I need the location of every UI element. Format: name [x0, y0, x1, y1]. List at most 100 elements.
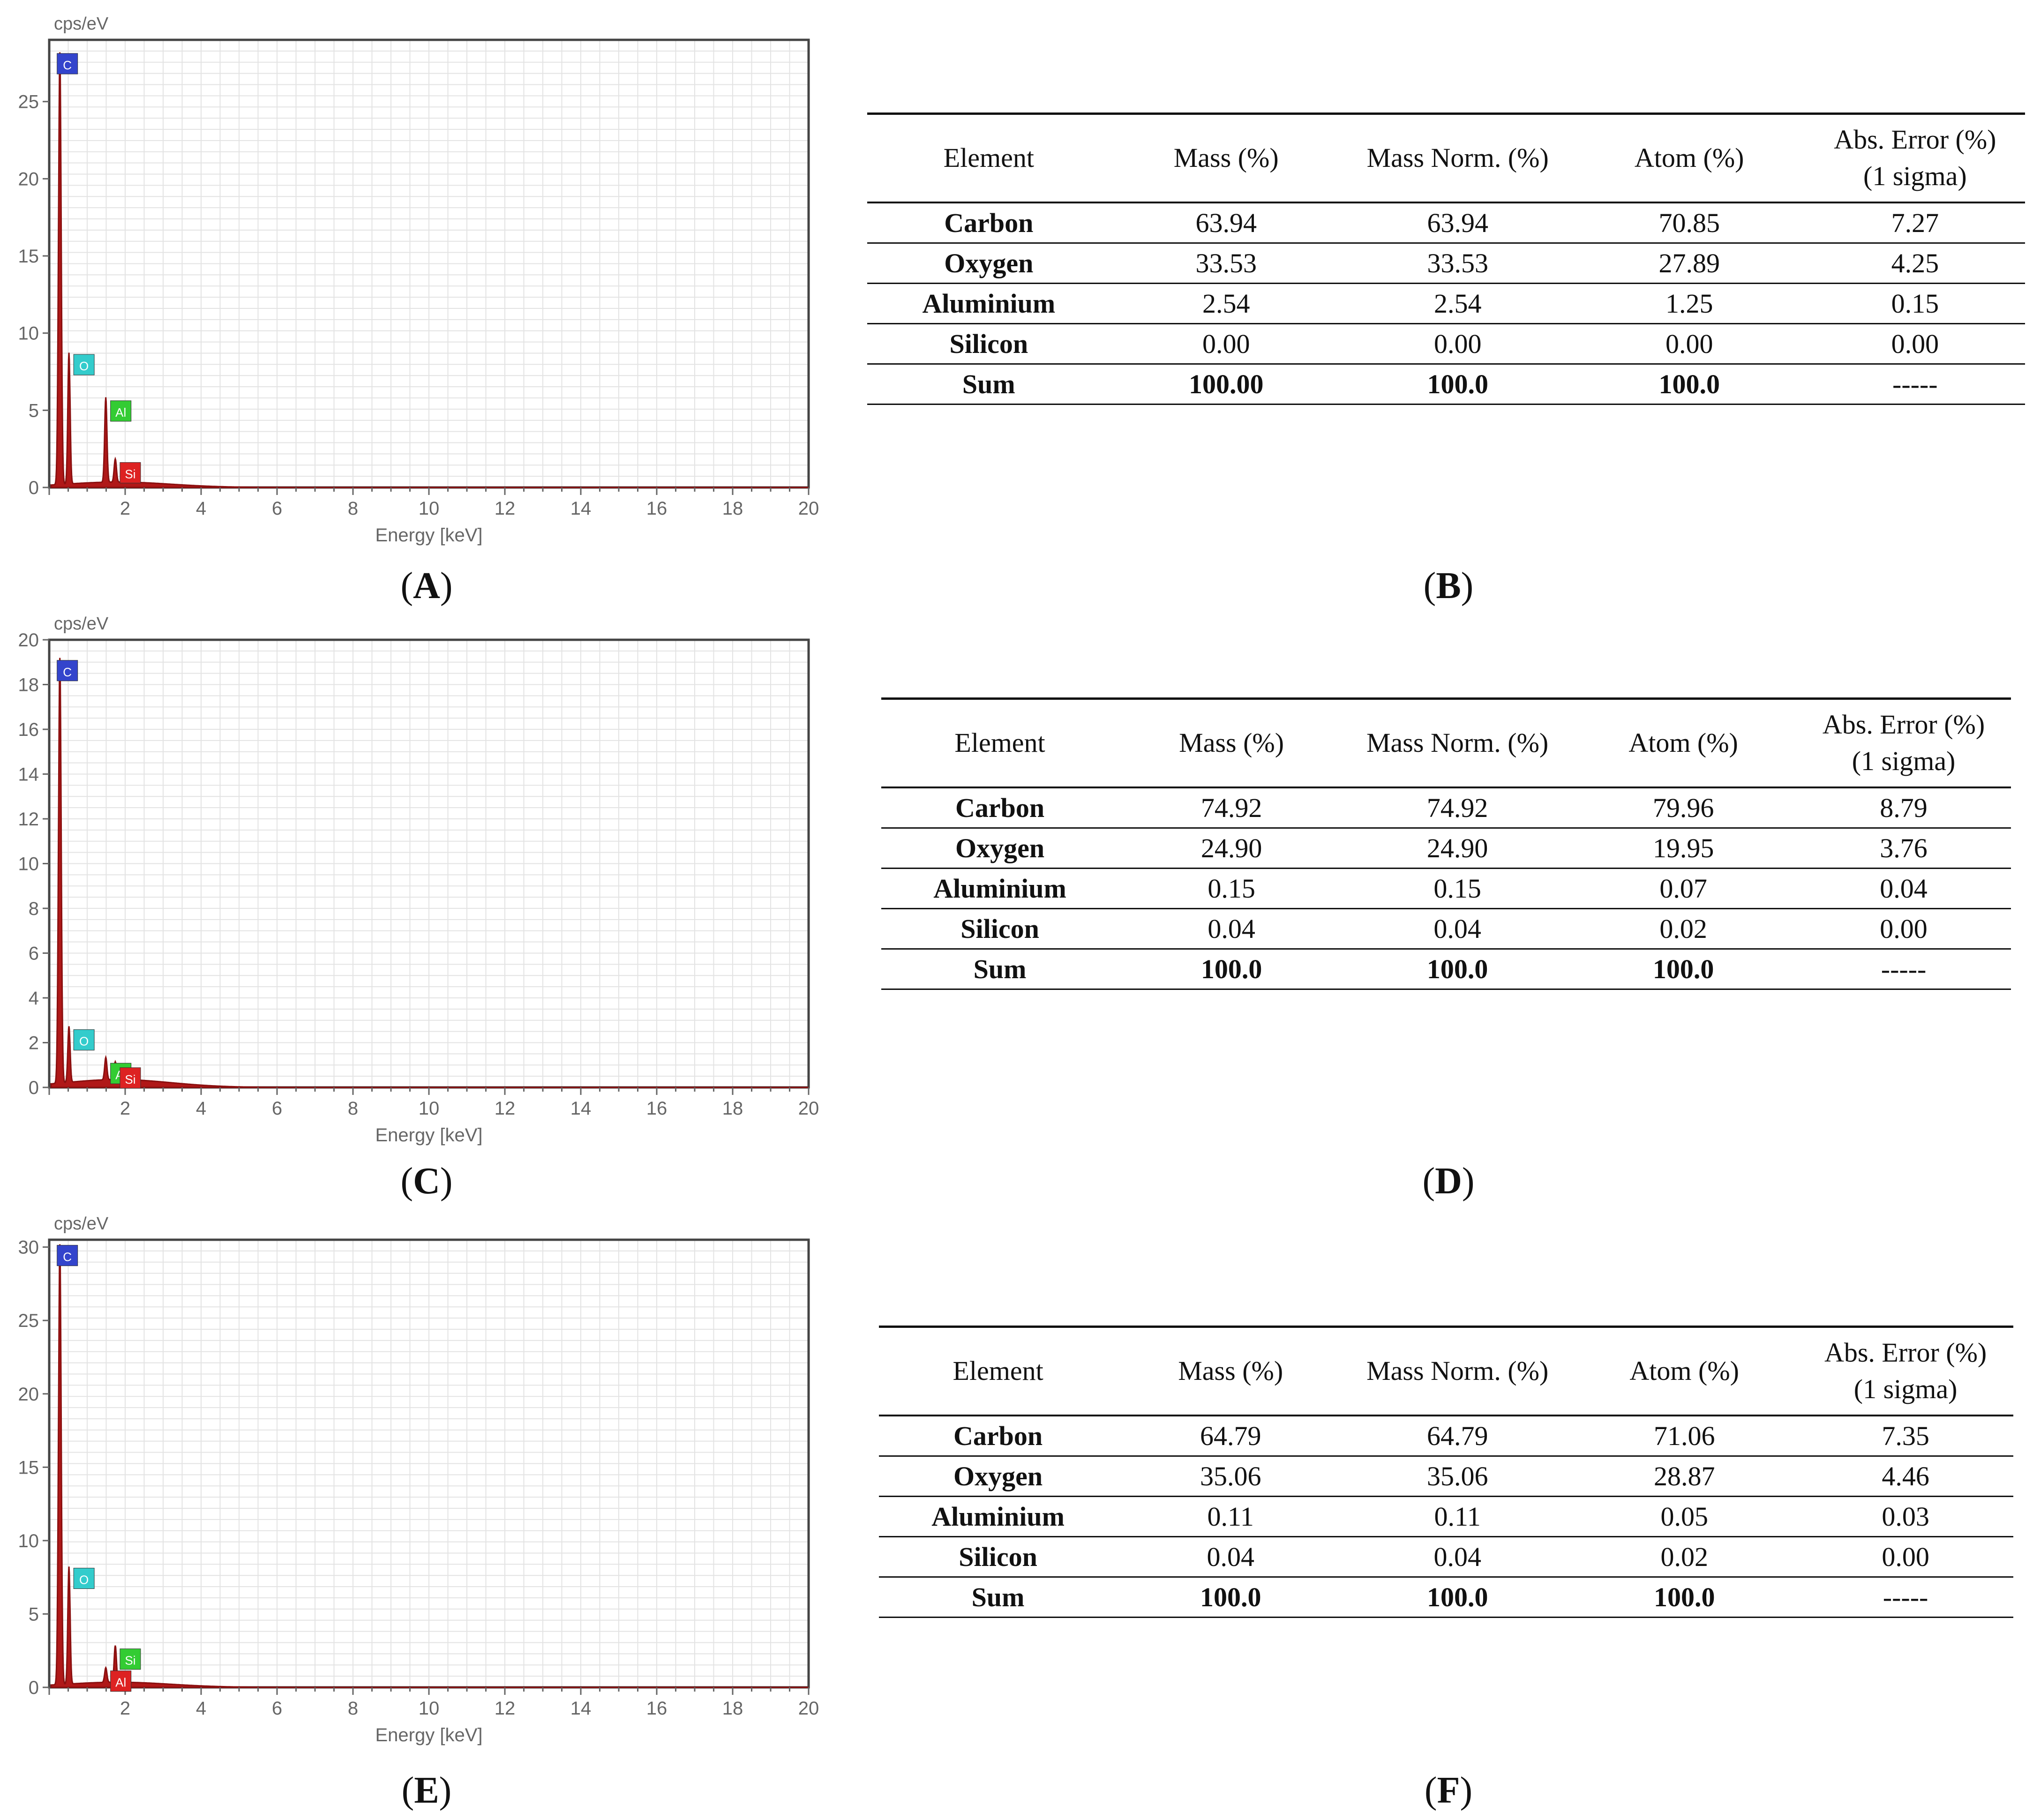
cell-abs-error: ----- — [1798, 1577, 2013, 1618]
cell-mass-norm: 0.15 — [1344, 868, 1571, 909]
cell-mass-norm: 63.94 — [1342, 202, 1574, 244]
cell-element: Silicon — [867, 323, 1110, 365]
x-tick-label: 2 — [120, 1698, 130, 1719]
table-row: Aluminium 2.54 2.54 1.25 0.15 — [867, 283, 2025, 324]
spectrum-series — [50, 1244, 809, 1688]
cell-atom: 0.02 — [1571, 1536, 1798, 1578]
cell-mass: 0.15 — [1118, 868, 1345, 909]
peak-marker-al: Al — [110, 400, 132, 422]
x-tick-label: 10 — [419, 1698, 440, 1719]
x-tick-label: 14 — [570, 1698, 592, 1719]
y-tick-label: 12 — [18, 809, 39, 830]
cell-atom: 100.0 — [1571, 1577, 1798, 1618]
header-mass-norm: Mass Norm. (%) — [1366, 1356, 1549, 1386]
table-header-row: Element Mass (%) Mass Norm. (%) Atom (%)… — [879, 1326, 2013, 1416]
header-atom: Atom (%) — [1634, 142, 1744, 173]
x-tick-label: 4 — [196, 1698, 206, 1719]
header-abs-error: Abs. Error (%) (1 sigma) — [1834, 124, 1996, 192]
cell-mass-norm: 100.0 — [1342, 364, 1574, 405]
x-axis-label: Energy [keV] — [375, 1725, 482, 1745]
cell-atom: 0.07 — [1570, 868, 1797, 909]
spectrum-svg: 0 2 4 6 8 10 12 14 16 18 20 2 4 6 8 10 12 14 16 18 20 cps/eV E… — [18, 614, 819, 1146]
cell-atom: 0.00 — [1573, 323, 1805, 365]
y-tick-label: 0 — [29, 1078, 39, 1098]
eds-spectrum-c: 0 2 4 6 8 10 12 14 16 18 20 2 4 6 8 10 12 14 16 18 20 cps/eV E… — [0, 600, 825, 1158]
x-tick-label: 12 — [495, 498, 516, 519]
x-tick-label: 14 — [570, 498, 592, 519]
cell-mass-norm: 0.11 — [1344, 1496, 1571, 1537]
peak-marker-o: O — [73, 354, 95, 375]
cell-element: Aluminium — [867, 283, 1110, 324]
x-tick-label: 4 — [196, 498, 206, 519]
x-tick-label: 20 — [798, 1098, 819, 1119]
y-tick-label: 14 — [18, 764, 39, 785]
y-tick-label: 5 — [29, 400, 39, 421]
cell-abs-error: 0.04 — [1796, 868, 2011, 909]
y-tick-label: 10 — [18, 854, 39, 875]
cell-mass-norm: 0.00 — [1342, 323, 1574, 365]
table-row: Sum 100.0 100.0 100.0 ----- — [879, 1577, 2013, 1618]
y-tick-label: 18 — [18, 675, 39, 696]
panel-label-c: (C) — [400, 1161, 453, 1202]
x-tick-label: 12 — [495, 1698, 516, 1719]
y-tick-label: 20 — [18, 1384, 39, 1405]
x-tick-label: 6 — [272, 1098, 282, 1119]
cell-element: Sum — [879, 1577, 1118, 1618]
cell-mass: 33.53 — [1110, 243, 1342, 284]
y-tick-label: 5 — [29, 1604, 39, 1625]
table-row: Oxygen 33.53 33.53 27.89 4.25 — [867, 243, 2025, 284]
spectrum-svg: 0 5 10 15 20 25 2 4 6 8 10 12 14 16 18 20 cps/eV Energy [… — [18, 14, 819, 546]
peak-label: C — [63, 58, 72, 72]
cell-mass: 0.00 — [1110, 323, 1342, 365]
x-tick-label: 20 — [798, 1698, 819, 1719]
cell-element: Carbon — [881, 787, 1119, 829]
cell-mass-norm: 2.54 — [1342, 283, 1574, 324]
peak-label: O — [79, 359, 89, 373]
cell-mass-norm: 100.0 — [1344, 1577, 1571, 1618]
x-tick-label: 12 — [495, 1098, 516, 1119]
cell-element: Sum — [881, 949, 1119, 990]
cell-mass: 100.0 — [1117, 1577, 1344, 1618]
header-mass-norm: Mass Norm. (%) — [1366, 727, 1549, 758]
cell-mass: 35.06 — [1117, 1456, 1344, 1497]
peak-marker-si: Si — [120, 1067, 141, 1089]
cell-mass: 63.94 — [1110, 202, 1342, 244]
panel-label-a: (A) — [400, 565, 453, 607]
x-tick-label: 2 — [120, 1098, 130, 1119]
x-tick-label: 16 — [646, 498, 668, 519]
x-tick-label: 18 — [722, 1698, 743, 1719]
cell-mass-norm: 0.04 — [1344, 908, 1571, 950]
y-tick-label: 15 — [18, 246, 39, 267]
cell-abs-error: 4.25 — [1805, 243, 2025, 284]
cell-mass: 24.90 — [1118, 828, 1345, 869]
cell-element: Carbon — [879, 1415, 1118, 1457]
table-header-row: Element Mass (%) Mass Norm. (%) Atom (%)… — [881, 698, 2011, 787]
peak-label: O — [79, 1573, 89, 1587]
cell-abs-error: 3.76 — [1796, 828, 2011, 869]
cell-atom: 1.25 — [1573, 283, 1805, 324]
cell-mass: 0.04 — [1117, 1536, 1344, 1578]
cell-element: Aluminium — [879, 1496, 1118, 1537]
x-tick-label: 2 — [120, 498, 130, 519]
x-tick-label: 10 — [419, 498, 440, 519]
composition-table-f: Element Mass (%) Mass Norm. (%) Atom (%)… — [879, 1326, 2013, 1618]
y-axis-label: cps/eV — [54, 614, 109, 634]
y-tick-label: 10 — [18, 1531, 39, 1551]
panel-label-d: (D) — [1422, 1161, 1475, 1202]
y-tick-label: 25 — [18, 92, 39, 112]
cell-abs-error: 0.00 — [1805, 323, 2025, 365]
cell-element: Silicon — [879, 1536, 1118, 1578]
x-tick-label: 8 — [348, 498, 358, 519]
cell-atom: 28.87 — [1571, 1456, 1798, 1497]
cell-element: Oxygen — [879, 1456, 1118, 1497]
cell-element: Carbon — [867, 202, 1110, 244]
table-row: Carbon 74.92 74.92 79.96 8.79 — [881, 787, 2011, 829]
x-tick-label: 18 — [722, 1098, 743, 1119]
panel-label-b: (B) — [1423, 565, 1474, 607]
y-tick-label: 15 — [18, 1457, 39, 1478]
x-tick-label: 4 — [196, 1098, 206, 1119]
grid — [49, 39, 809, 488]
cell-abs-error: 7.27 — [1805, 202, 2025, 244]
peak-marker-al: Al — [110, 1670, 132, 1692]
cell-mass-norm: 33.53 — [1342, 243, 1574, 284]
